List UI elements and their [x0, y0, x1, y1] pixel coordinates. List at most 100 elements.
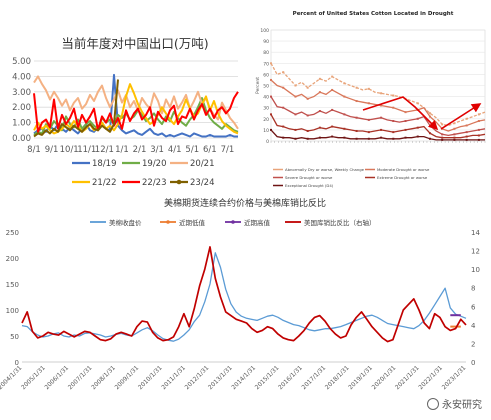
drought-series-marker — [428, 137, 431, 140]
drought-series-marker — [441, 133, 444, 136]
drought-series-marker — [428, 132, 431, 135]
drought-series-marker — [392, 120, 395, 123]
drought-series-marker — [282, 71, 285, 74]
drought-series-marker — [441, 136, 444, 139]
x-tick-label: 10/1 — [60, 145, 79, 155]
x-tick-label: 3/1 — [150, 145, 164, 155]
legend-marker — [176, 179, 182, 185]
drought-series-marker — [343, 95, 346, 98]
price-ratio-title: 美棉期货连续合约价格与美棉库销比反比 — [164, 197, 326, 209]
drought-series-marker — [477, 128, 480, 131]
x-tick-label: 6/1 — [203, 145, 217, 155]
drought-series-marker — [477, 113, 480, 116]
drought-series-marker — [416, 126, 419, 129]
legend-label: Exceptional Drought (D4) — [285, 183, 334, 188]
y-axis-label: Percent — [255, 77, 261, 94]
x-tick-label: 9/1 — [45, 145, 59, 155]
right-y-tick-label: 2 — [471, 340, 475, 348]
drought-series-marker — [465, 131, 468, 134]
y-tick-label: 40 — [263, 95, 269, 101]
drought-series-marker — [367, 131, 370, 134]
legend-label: 23/24 — [190, 178, 215, 188]
x-tick-label: 4/1 — [168, 145, 182, 155]
x-tick-label: 2012/1/31 — [184, 364, 211, 391]
x-tick-label: 2007/1/31 — [67, 364, 94, 391]
y-tick-label: 0.00 — [12, 134, 31, 144]
x-tick-label: 2020/1/31 — [371, 364, 398, 391]
x-tick-label: 2010/1/31 — [137, 364, 164, 391]
china-exports-svg: 当前年度对中国出口(万吨) 0.00 1.00 2.00 3.00 4.00 5.00 8/… — [12, 36, 239, 188]
legend-label: 19/20 — [142, 159, 167, 169]
drought-series-marker — [477, 138, 480, 141]
legend-label: Moderate Drought or worse — [377, 167, 430, 172]
drought-series-marker — [404, 128, 407, 131]
drought-series-marker — [453, 136, 456, 139]
drought-series-marker — [306, 130, 309, 133]
drought-svg: Percent of United States Cotton Located … — [255, 11, 486, 188]
drought-series-marker — [270, 113, 272, 116]
drought-series-marker — [355, 100, 358, 103]
x-tick-label: 11/1 — [77, 145, 96, 155]
drought-series-marker — [294, 128, 297, 131]
drought-series-marker — [367, 118, 370, 121]
drought-series-marker — [318, 77, 321, 80]
china-exports-title: 当前年度对中国出口(万吨) — [61, 36, 208, 51]
x-tick-label: 2021/1/31 — [394, 364, 421, 391]
y-tick-label: 3.00 — [12, 88, 31, 98]
drought-series-marker — [465, 138, 468, 141]
wechat-like-circle-icon — [427, 397, 439, 410]
left-y-tick-label: 250 — [6, 229, 19, 237]
right-y-tick-label: 14 — [471, 229, 480, 237]
drought-series-marker — [331, 125, 334, 128]
left-y-tick-label: 150 — [6, 281, 19, 289]
drought-series-marker — [441, 123, 444, 126]
drought-series-marker — [318, 136, 321, 139]
drought-series-marker — [453, 122, 456, 125]
drought-series-marker — [306, 137, 309, 140]
drought-series-marker — [343, 82, 346, 85]
legend-label: 近期低值 — [179, 218, 206, 227]
x-tick-label: 12/1 — [95, 145, 114, 155]
drought-series-marker — [318, 110, 321, 113]
drought-series-marker — [270, 95, 272, 98]
drought-series-marker — [270, 78, 272, 81]
drought-series-marker — [428, 115, 431, 118]
x-tick-label: 2023/1/31 — [441, 364, 468, 391]
drought-series-marker — [355, 137, 358, 140]
drought-series-marker — [392, 131, 395, 134]
drought-series-marker — [294, 95, 297, 98]
drought-series-marker — [294, 113, 297, 116]
drought-series-marker — [282, 86, 285, 89]
drought-series-line — [270, 129, 485, 141]
y-tick-label: 5.00 — [12, 57, 31, 67]
drought-series-marker — [282, 125, 285, 128]
drought-series-marker — [331, 88, 334, 91]
drought-series-marker — [282, 136, 285, 139]
drought-series-marker — [367, 137, 370, 140]
y-tick-label: 4.00 — [12, 72, 31, 82]
drought-series-marker — [294, 137, 297, 140]
x-tick-label: 2017/1/31 — [300, 364, 327, 391]
drought-series-marker — [318, 126, 321, 129]
drought-series-marker — [380, 136, 383, 139]
y-tick-label: 70 — [263, 61, 269, 67]
drought-series-marker — [453, 133, 456, 136]
drought-series-marker — [477, 134, 480, 137]
x-tick-label: 7/1 — [221, 145, 235, 155]
y-tick-label: 1.00 — [12, 119, 31, 129]
legend-label: 21/22 — [92, 178, 117, 188]
watermark: 永安研究 — [424, 395, 485, 412]
drought-series-marker — [331, 75, 334, 78]
drought-series-marker — [306, 86, 309, 89]
drought-series-marker — [392, 94, 395, 97]
left-y-tick-label: 200 — [6, 255, 19, 263]
drought-series-marker — [270, 62, 272, 65]
drought-series-marker — [428, 124, 431, 127]
legend-marker — [166, 220, 170, 224]
trend-arrow-down — [362, 96, 439, 131]
price-ratio-svg: 美棉期货连续合约价格与美棉库销比反比 0 50 100 150 200 250 0 2 4 6 8 1… — [0, 197, 480, 391]
x-tick-label: 2022/1/31 — [417, 364, 444, 391]
series-line — [21, 252, 467, 342]
drought-series-marker — [355, 130, 358, 133]
drought-series-marker — [270, 128, 272, 131]
